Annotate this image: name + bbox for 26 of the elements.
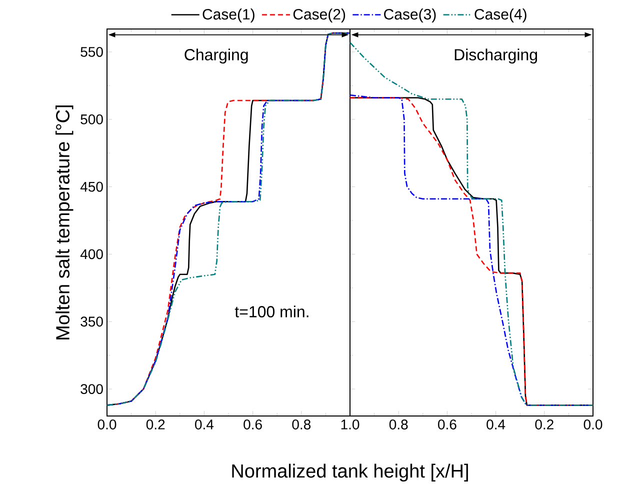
y-tick-label: 450 bbox=[80, 182, 103, 192]
y-tick-label: 400 bbox=[80, 249, 103, 260]
annotation: Charging bbox=[184, 48, 248, 64]
x-tick-label: 0.4 bbox=[195, 420, 214, 430]
y-tick-label: 550 bbox=[80, 46, 103, 57]
x-tick-label: 0.2 bbox=[535, 420, 554, 430]
y-tick-label: 500 bbox=[80, 114, 103, 124]
legend-label: Case(4) bbox=[474, 8, 526, 23]
x-tick-label: 0.6 bbox=[244, 420, 262, 430]
x-tick-label: 0.8 bbox=[292, 420, 311, 430]
annotation: Discharging bbox=[454, 48, 538, 64]
x-tick-label: 0.6 bbox=[438, 420, 456, 430]
x-tick-label: 0.0 bbox=[98, 420, 116, 430]
x-tick-label: 0.4 bbox=[486, 420, 506, 430]
legend-label: Case(2) bbox=[293, 8, 346, 23]
x-tick-label: 0.2 bbox=[146, 420, 165, 430]
y-tick-label: 350 bbox=[80, 316, 103, 327]
x-axis-title: Normalized tank height [x/H] bbox=[232, 464, 468, 482]
legend-label: Case(3) bbox=[384, 8, 436, 23]
annotation: t=100 min. bbox=[234, 306, 308, 318]
y-axis-title: Molten salt temperature [°C] bbox=[56, 106, 74, 340]
y-tick-label: 300 bbox=[80, 384, 103, 394]
x-tick-label: 0.8 bbox=[389, 420, 408, 430]
x-tick-label: 1.0 bbox=[341, 420, 360, 430]
x-tick-label: 0.0 bbox=[584, 420, 602, 430]
legend-label: Case(1) bbox=[202, 8, 254, 23]
